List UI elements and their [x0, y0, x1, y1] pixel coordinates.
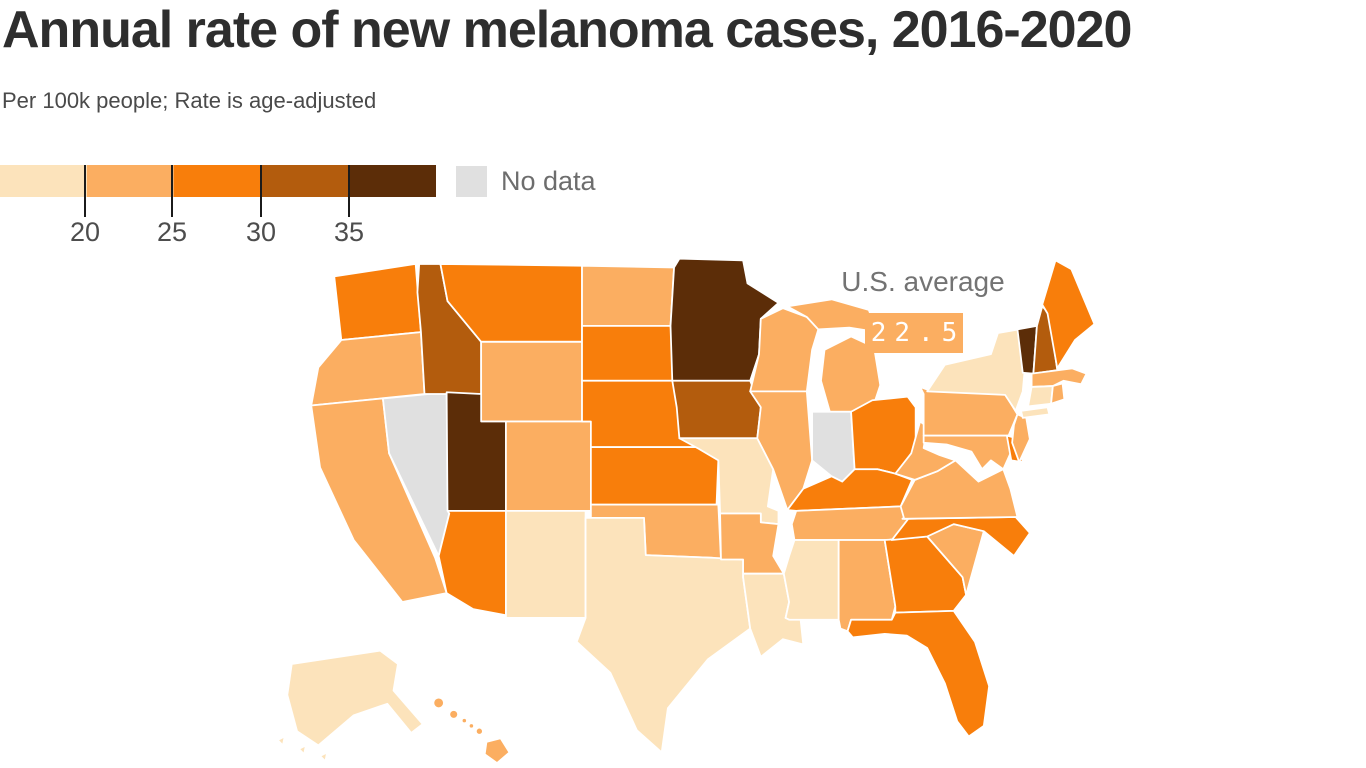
legend-tick-label-35: 35 [333, 217, 365, 247]
state-hawaii-molokai[interactable] [460, 717, 468, 725]
page-title: Annual rate of new melanoma cases, 2016-… [2, 1, 1132, 59]
state-rhode-island[interactable] [1050, 382, 1066, 405]
state-alaska-aleutian-island[interactable] [276, 735, 286, 747]
state-hawaii-big-island[interactable] [483, 737, 511, 764]
state-indiana[interactable] [811, 410, 856, 483]
us-choropleth-map [276, 257, 1096, 764]
legend-tick-20 [84, 165, 86, 217]
state-iowa[interactable] [671, 379, 762, 440]
legend-tick-30 [260, 165, 262, 217]
page-subtitle: Per 100k people; Rate is age-adjusted [2, 88, 377, 113]
state-arizona[interactable] [437, 509, 507, 617]
state-alaska[interactable] [286, 649, 424, 747]
state-alaska-aleutian-island[interactable] [319, 751, 329, 763]
legend-no-data-label: No data [501, 166, 596, 196]
state-north-carolina[interactable] [890, 507, 1031, 557]
us-average-value-badge: 22.5 [865, 313, 963, 353]
state-maine[interactable] [1041, 259, 1096, 370]
state-arkansas[interactable] [719, 512, 785, 575]
state-oregon[interactable] [310, 331, 426, 407]
state-wyoming[interactable] [480, 340, 583, 423]
legend-tick-25 [171, 165, 173, 217]
state-new-mexico[interactable] [505, 509, 587, 619]
legend-tick-35 [348, 165, 350, 217]
state-hawaii-oahu[interactable] [448, 709, 460, 720]
state-hawaii-maui[interactable] [474, 726, 484, 736]
state-florida[interactable] [846, 609, 991, 738]
legend-tick-label-20: 20 [69, 217, 101, 247]
state-north-dakota[interactable] [581, 264, 675, 327]
legend-tick-label-25: 25 [156, 217, 188, 247]
us-average-label: U.S. average [841, 266, 1005, 297]
legend-tick-label-30: 30 [245, 217, 277, 247]
state-west-virginia[interactable] [894, 420, 957, 481]
state-washington[interactable] [333, 263, 422, 341]
state-wisconsin[interactable] [749, 307, 820, 393]
state-mississippi[interactable] [782, 539, 840, 621]
state-hawaii-lanai[interactable] [467, 722, 475, 730]
legend-bin-under-20 [0, 165, 88, 197]
state-new-york-long-island[interactable] [1020, 406, 1051, 419]
legend-color-scale [0, 165, 437, 197]
state-connecticut[interactable] [1027, 385, 1054, 408]
legend-bin-20-25 [87, 165, 175, 197]
state-south-dakota[interactable] [581, 324, 678, 382]
legend-bin-25-30 [174, 165, 262, 197]
legend-no-data-swatch [456, 166, 487, 197]
state-hawaii-kauai[interactable] [432, 696, 445, 710]
state-colorado[interactable] [505, 420, 592, 512]
legend-bin-over-35 [348, 165, 437, 197]
legend-bin-30-35 [261, 165, 349, 197]
state-texas[interactable] [575, 517, 752, 754]
state-alaska-aleutian-island[interactable] [297, 744, 307, 756]
state-michigan-upper-peninsula[interactable] [786, 298, 879, 333]
state-kansas[interactable] [589, 446, 720, 506]
